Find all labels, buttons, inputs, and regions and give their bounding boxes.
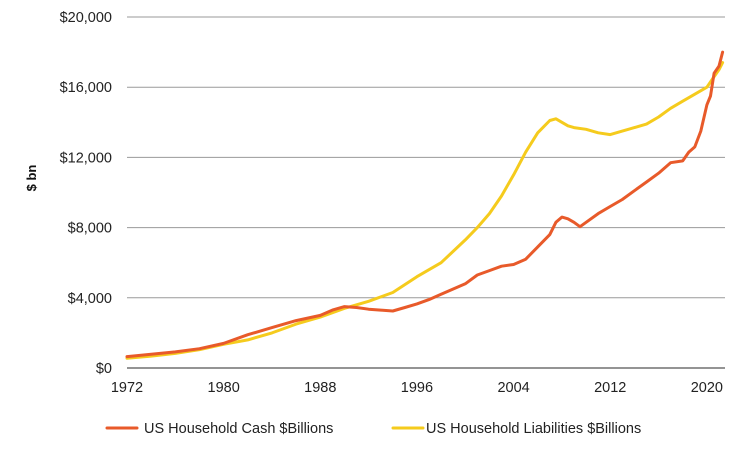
y-tick-label: $20,000	[60, 10, 112, 26]
series-lines	[125, 50, 725, 360]
y-tick-label: $0	[96, 361, 112, 377]
legend-label-household-liabilities: US Household Liabilities $Billions	[426, 421, 641, 437]
y-axis-label: $ bn	[24, 165, 39, 192]
x-tick-label: 2020	[691, 380, 723, 396]
series-line-household-liabilities	[125, 61, 725, 360]
x-tick-label: 2012	[594, 380, 626, 396]
x-axis-ticks: 1972 1980 1988 1996 2004 2012 2020	[111, 380, 723, 396]
x-tick-label: 2004	[497, 380, 529, 396]
x-tick-label: 1996	[401, 380, 433, 396]
x-tick-label: 1980	[208, 380, 240, 396]
y-tick-label: $4,000	[68, 291, 112, 307]
legend: US Household Cash $Billions US Household …	[105, 421, 641, 437]
y-tick-label: $12,000	[60, 150, 112, 166]
series-line-household-cash	[125, 50, 725, 359]
y-tick-label: $8,000	[68, 221, 112, 237]
y-tick-label: $16,000	[60, 80, 112, 96]
y-axis-ticks: $0 $4,000 $8,000 $12,000 $16,000 $20,000	[60, 10, 112, 377]
grid-lines	[127, 16, 725, 369]
x-tick-label: 1988	[304, 380, 336, 396]
legend-label-household-cash: US Household Cash $Billions	[144, 421, 333, 437]
x-tick-label: 1972	[111, 380, 143, 396]
